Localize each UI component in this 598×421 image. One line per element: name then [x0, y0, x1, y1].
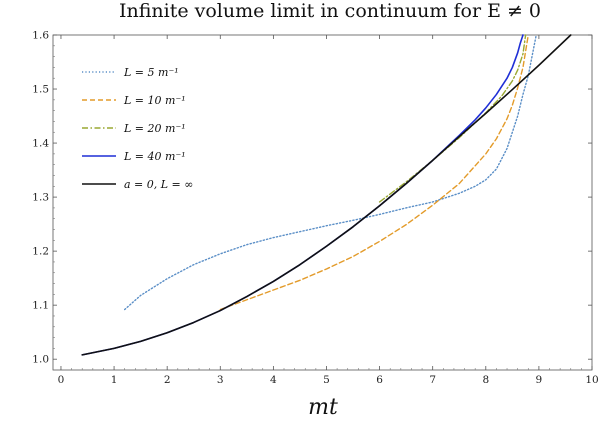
- y-tick-label-1: 1.1: [32, 300, 49, 312]
- y-tick-label-2: 1.2: [32, 246, 49, 258]
- axis-ticks: 0 1 2 3 4 5 6 7 8 9 10 1.0 1.1 1.2 1.3 1.4 1.5 1.6: [32, 30, 598, 387]
- series-line-3: [81, 34, 524, 356]
- legend-label-2: L = 20 m⁻¹: [123, 122, 186, 135]
- x-tick-label-3: 3: [217, 374, 224, 386]
- x-axis-label: mt: [308, 395, 338, 420]
- x-tick-label-1: 1: [111, 374, 118, 386]
- legend-label-3: L = 40 m⁻¹: [123, 150, 186, 163]
- legend: L = 5 m⁻¹ L = 10 m⁻¹ L = 20 m⁻¹ L = 40 m⁻¹ a…: [82, 66, 193, 191]
- x-tick-label-0: 0: [58, 374, 65, 386]
- x-tick-label-6: 6: [376, 374, 383, 386]
- legend-label-1: L = 10 m⁻¹: [123, 94, 186, 107]
- y-tick-label-4: 1.4: [32, 138, 49, 150]
- x-tick-label-9: 9: [536, 374, 543, 386]
- x-tick-label-5: 5: [323, 374, 330, 386]
- y-tick-label-3: 1.3: [32, 192, 49, 204]
- y-tick-label-0: 1.0: [32, 354, 49, 366]
- y-tick-label-5: 1.5: [32, 84, 49, 96]
- legend-label-0: L = 5 m⁻¹: [123, 66, 179, 79]
- plot-frame: [52, 34, 593, 371]
- series-line-0: [123, 34, 537, 311]
- series-line-1: [219, 34, 529, 311]
- x-tick-label-4: 4: [270, 374, 277, 386]
- chart-title: Infinite volume limit in continuum for E…: [119, 0, 541, 22]
- series-lines: [81, 34, 572, 356]
- y-tick-label-6: 1.6: [32, 30, 49, 42]
- x-tick-label-2: 2: [164, 374, 171, 386]
- x-tick-label-8: 8: [482, 374, 489, 386]
- legend-label-4: a = 0, L = ∞: [124, 178, 193, 191]
- series-line-2: [378, 34, 527, 203]
- x-tick-label-7: 7: [429, 374, 436, 386]
- series-line-4: [81, 34, 572, 356]
- x-tick-label-10: 10: [585, 374, 598, 386]
